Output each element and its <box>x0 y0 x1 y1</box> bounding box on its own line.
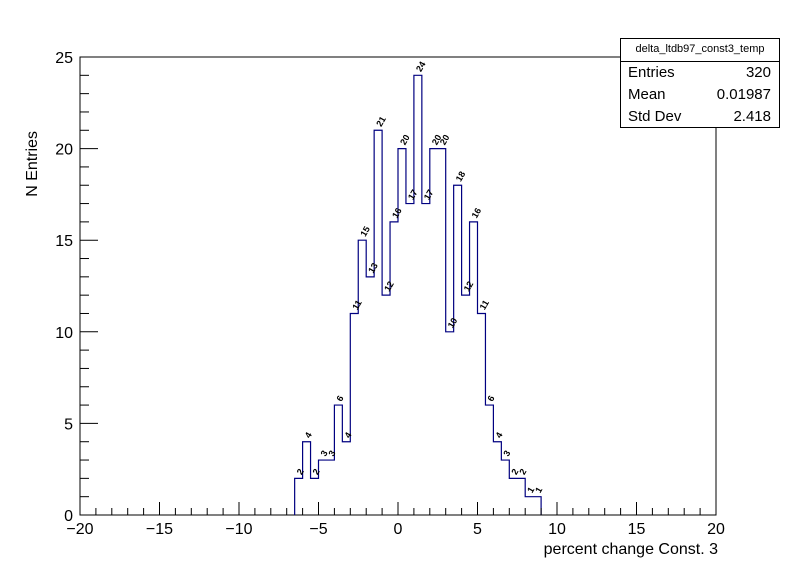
bin-value-label: 12 <box>462 279 476 293</box>
y-tick-label: 25 <box>55 50 73 67</box>
bin-value-label: 13 <box>366 261 380 275</box>
bin-value-label: 6 <box>334 394 345 403</box>
y-tick-label: 0 <box>64 508 73 525</box>
bin-value-label: 16 <box>390 206 404 220</box>
bin-value-label: 18 <box>454 170 468 184</box>
x-axis-title: percent change Const. 3 <box>544 541 718 558</box>
stats-stddev-label: Std Dev <box>628 108 682 125</box>
y-tick-label: 10 <box>55 325 73 342</box>
bin-value-label: 20 <box>438 133 452 147</box>
y-tick-label: 20 <box>55 142 73 159</box>
bin-value-label: 20 <box>398 133 412 147</box>
stats-mean-label: Mean <box>628 86 666 103</box>
stats-entries-row: Entries 320 <box>621 62 779 84</box>
bin-value-label: 11 <box>350 298 363 311</box>
bin-value-label: 16 <box>470 206 484 220</box>
bin-value-label: 10 <box>446 316 460 330</box>
y-axis-title: N Entries <box>24 131 41 197</box>
bin-value-label: 17 <box>422 188 436 202</box>
y-tick-label: 5 <box>64 416 73 433</box>
stats-title: delta_ltdb97_const3_temp <box>621 39 779 62</box>
bin-value-label: 15 <box>358 225 372 239</box>
stats-box: delta_ltdb97_const3_temp Entries 320 Mea… <box>620 38 780 128</box>
bin-value-label: 1 <box>533 485 544 494</box>
bin-value-label: 2 <box>509 467 520 476</box>
bin-value-label: 11 <box>478 298 491 311</box>
stats-mean-value: 0.01987 <box>716 86 771 103</box>
x-tick-label: −15 <box>146 521 173 538</box>
bin-value-label: 24 <box>414 60 428 74</box>
bin-value-label: 3 <box>319 449 330 458</box>
bin-value-label: 1 <box>525 485 536 494</box>
stats-stddev-row: Std Dev 2.418 <box>621 106 779 128</box>
bin-value-label: 2 <box>295 467 306 476</box>
stats-entries-value: 320 <box>745 64 771 81</box>
x-tick-label: −5 <box>309 521 327 538</box>
bin-value-label: 3 <box>501 449 512 458</box>
x-tick-label: −20 <box>66 521 93 538</box>
x-tick-label: 20 <box>707 521 725 538</box>
bin-value-label: 3 <box>326 449 337 458</box>
bin-value-label: 4 <box>342 430 353 439</box>
bin-value-label: 6 <box>485 394 496 403</box>
bin-value-label: 2 <box>517 467 528 476</box>
y-tick-label: 15 <box>55 233 73 250</box>
stats-stddev-value: 2.418 <box>733 108 771 125</box>
bin-value-label: 4 <box>493 430 504 439</box>
x-tick-label: 15 <box>628 521 646 538</box>
bin-value-label: 21 <box>374 115 388 129</box>
stats-entries-label: Entries <box>628 64 675 81</box>
bin-value-label: 17 <box>406 188 420 202</box>
bin-value-label: 12 <box>382 279 396 293</box>
bin-value-label: 20 <box>430 133 444 147</box>
x-tick-label: 10 <box>548 521 566 538</box>
x-tick-label: 0 <box>394 521 403 538</box>
bin-value-label: 4 <box>303 430 314 439</box>
bin-value-label: 2 <box>311 467 322 476</box>
stats-mean-row: Mean 0.01987 <box>621 84 779 106</box>
histogram-series <box>294 74 542 515</box>
x-tick-label: 5 <box>473 521 482 538</box>
x-tick-label: −10 <box>225 521 252 538</box>
